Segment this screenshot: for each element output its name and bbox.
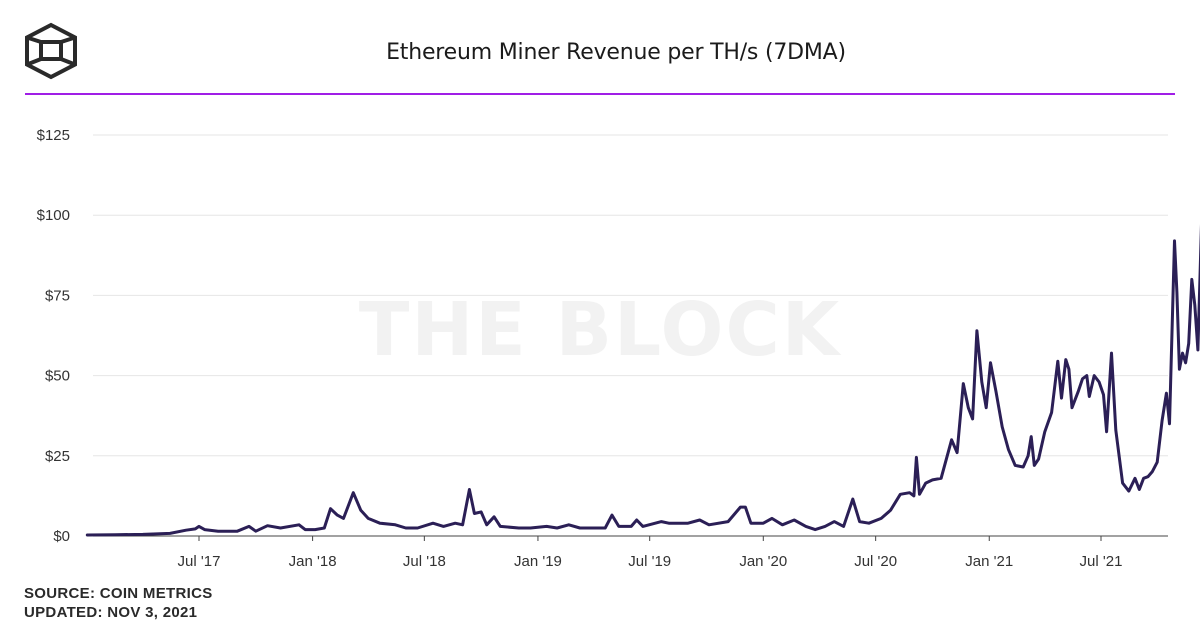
y-tick-label: $125 bbox=[37, 127, 70, 144]
y-tick-label: $75 bbox=[45, 287, 70, 304]
y-tick-label: $100 bbox=[37, 207, 70, 224]
x-tick-label: Jan '19 bbox=[514, 553, 562, 570]
y-axis: $0 $25 $50 $75 $100 $125 bbox=[37, 127, 70, 545]
title-divider bbox=[25, 93, 1175, 95]
y-tick-label: $25 bbox=[45, 448, 70, 465]
chart-title: Ethereum Miner Revenue per TH/s (7DMA) bbox=[386, 40, 846, 65]
x-tick-label: Jul '20 bbox=[854, 553, 897, 570]
x-axis: Jul '17 Jan '18 Jul '18 Jan '19 Jul '19 Jan '… bbox=[178, 536, 1123, 570]
y-tick-label: $0 bbox=[53, 528, 70, 545]
x-tick-label: Jul '18 bbox=[403, 553, 446, 570]
series-line bbox=[85, 223, 1200, 537]
x-tick-label: Jul '17 bbox=[178, 553, 221, 570]
x-tick-label: Jan '20 bbox=[739, 553, 787, 570]
y-tick-label: $50 bbox=[45, 368, 70, 385]
x-tick-label: Jul '19 bbox=[628, 553, 671, 570]
watermark: THE BLOCK bbox=[359, 287, 842, 373]
the-block-cube-logo-icon bbox=[25, 22, 77, 80]
updated-note: UPDATED: NOV 3, 2021 bbox=[24, 604, 198, 621]
x-tick-label: Jul '21 bbox=[1080, 553, 1123, 570]
x-tick-label: Jan '18 bbox=[289, 553, 337, 570]
source-note: SOURCE: COIN METRICS bbox=[24, 585, 213, 602]
series-layer bbox=[85, 223, 1200, 537]
x-tick-label: Jan '21 bbox=[965, 553, 1013, 570]
